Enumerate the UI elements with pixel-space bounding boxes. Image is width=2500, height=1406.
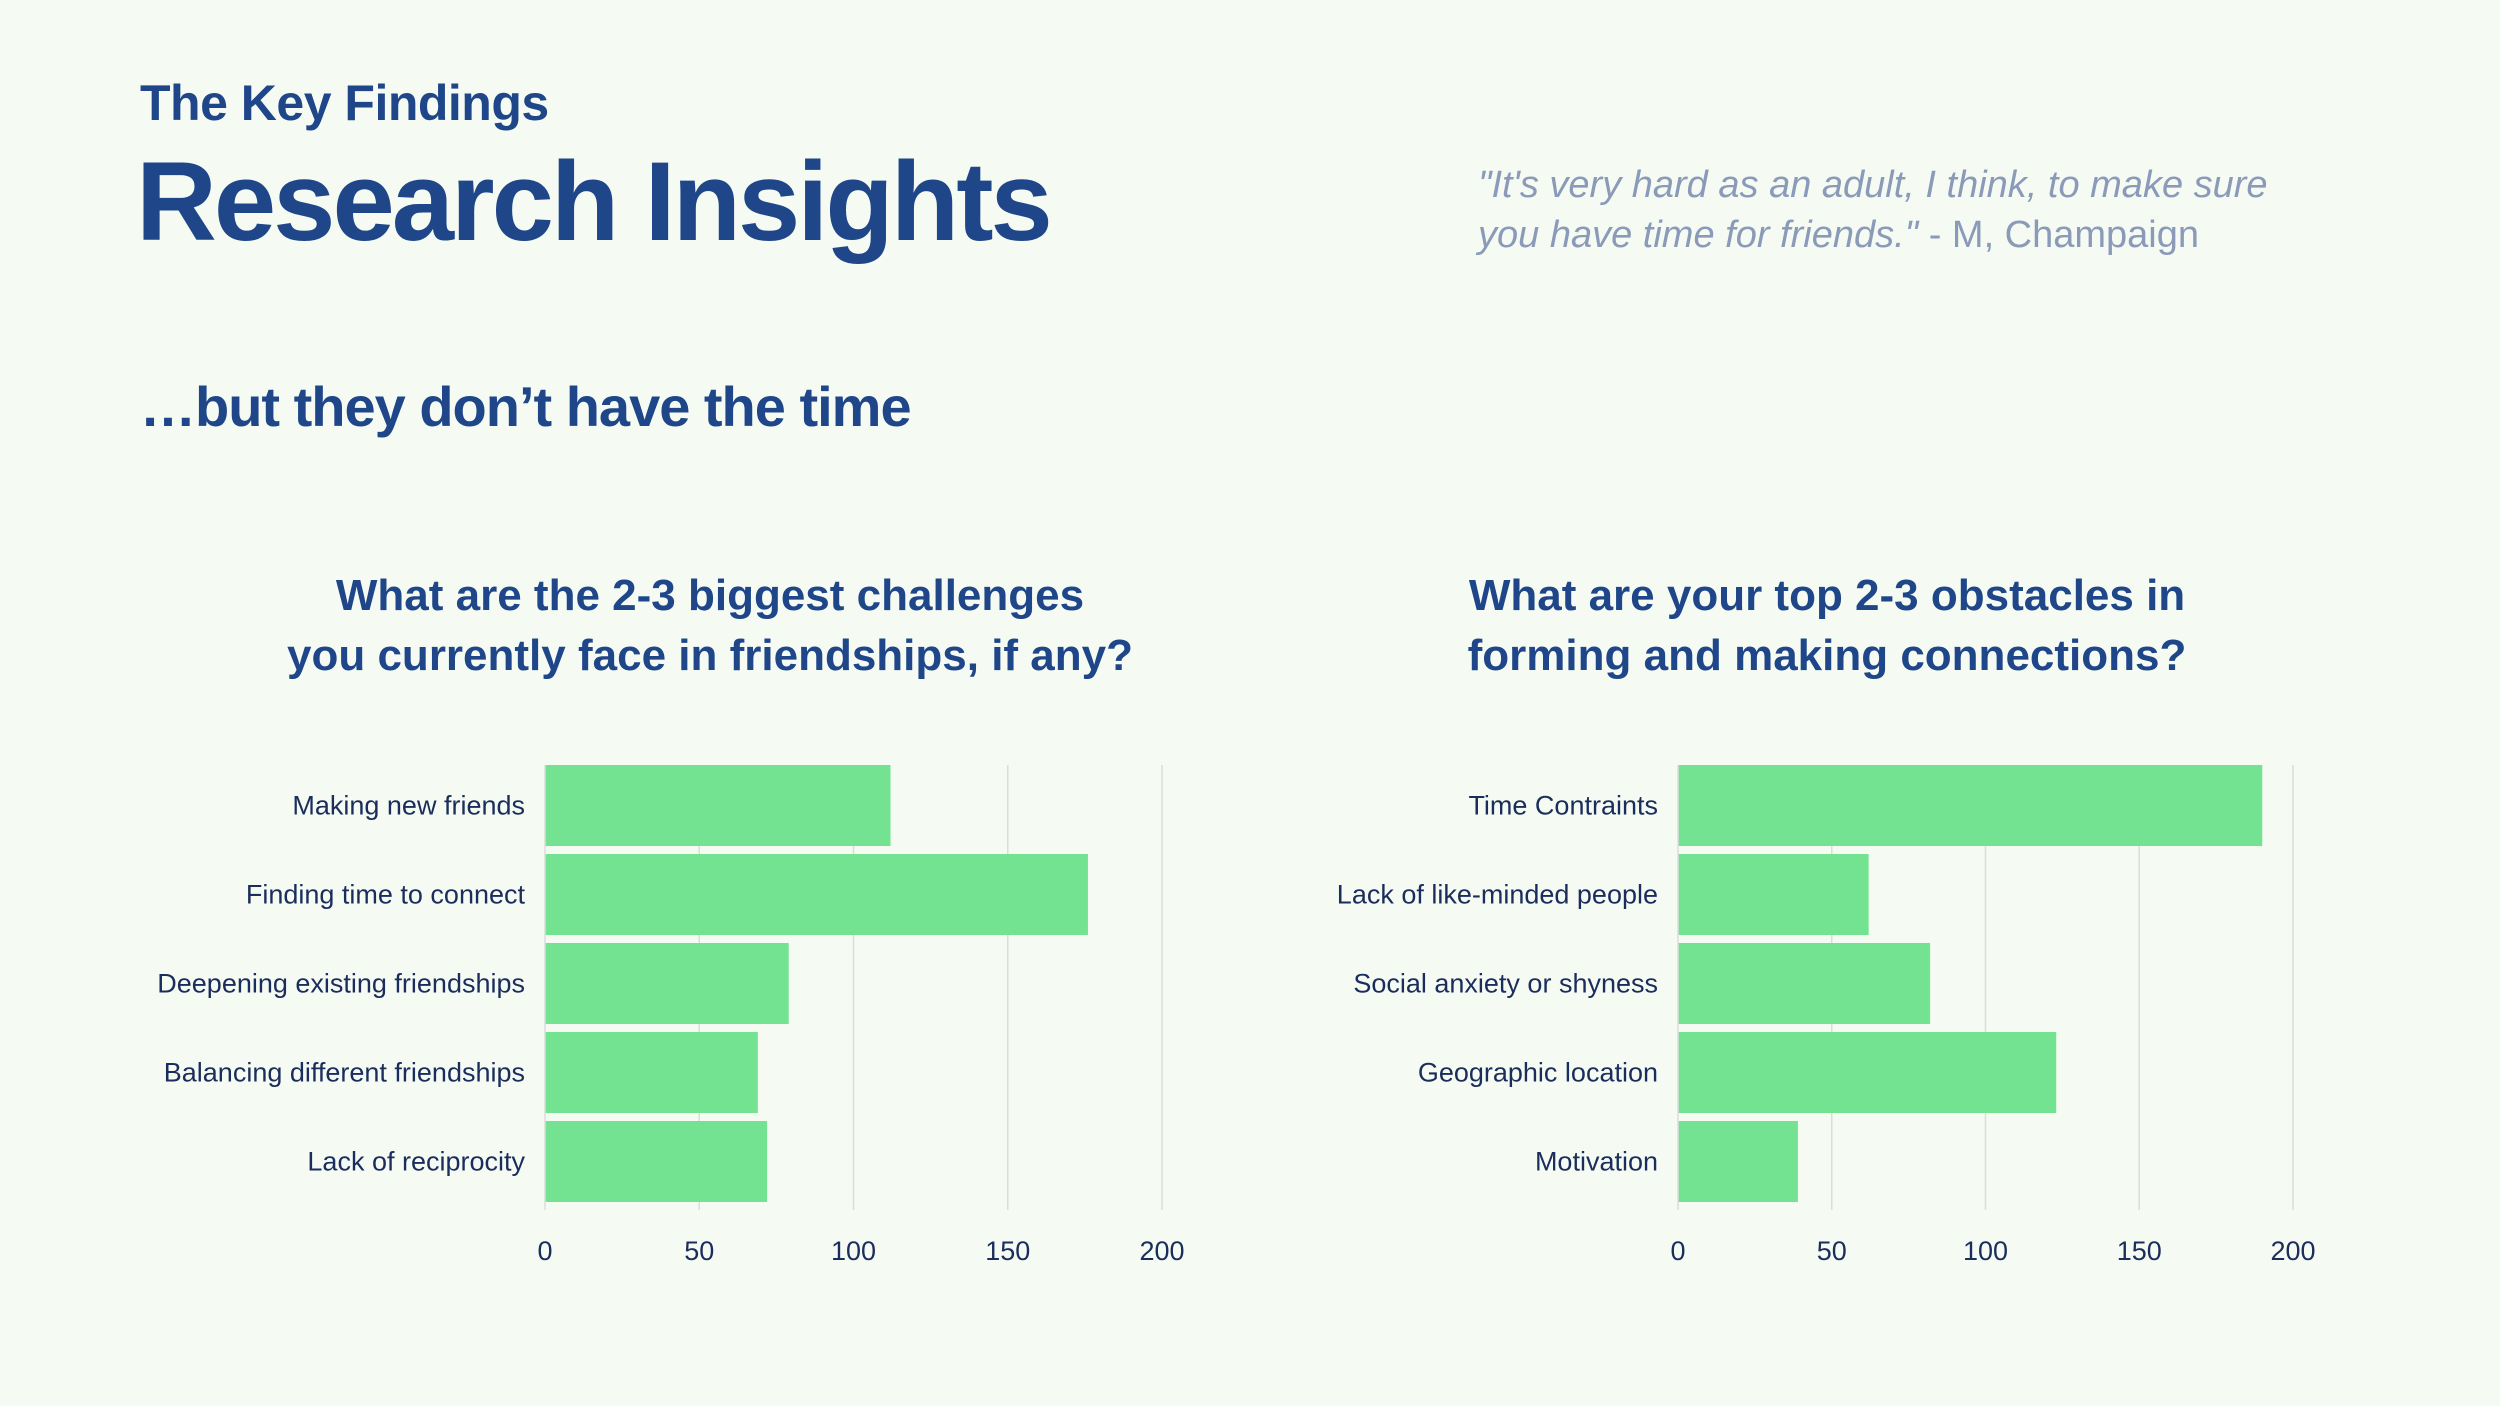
category-label-left-2: Finding time to connect <box>246 880 526 910</box>
bar-left-4 <box>545 1032 758 1113</box>
category-label-right-4: Geographic location <box>1418 1058 1658 1088</box>
chart-right-question-line2: forming and making connections? <box>1467 631 2187 680</box>
x-tick-label-0: 0 <box>1670 1236 1685 1266</box>
chart-right-question-line1: What are your top 2-3 obstacles in <box>1468 571 2186 620</box>
x-tick-label-100: 100 <box>1963 1236 2008 1266</box>
category-label-right-1: Time Contraints <box>1468 791 1658 821</box>
bar-left-1 <box>545 765 891 846</box>
bar-right-4 <box>1678 1032 2057 1113</box>
chart-left-question-line1: What are the 2-3 biggest challenges <box>335 571 1085 620</box>
eyebrow-heading: The Key Findings <box>140 75 549 131</box>
quote-attribution: - M, Champaign <box>1918 214 2200 256</box>
x-tick-label-50: 50 <box>1817 1236 1847 1266</box>
bar-right-5 <box>1678 1121 1798 1202</box>
page-title: Research Insights <box>136 139 1053 264</box>
quote-block: "It's very hard as an adult, I think, to… <box>1478 160 2378 260</box>
bar-right-3 <box>1678 943 1931 1024</box>
category-label-left-5: Lack of reciprocity <box>307 1147 525 1177</box>
chart-left-question: What are the 2-3 biggest challenges you … <box>210 566 1210 686</box>
bar-left-3 <box>545 943 789 1024</box>
category-label-right-2: Lack of like-minded people <box>1337 880 1658 910</box>
x-tick-label-150: 150 <box>2117 1236 2162 1266</box>
x-tick-label-50: 50 <box>684 1236 714 1266</box>
quote-text-line1: "It's very hard as an adult, I think, to… <box>1478 164 2268 206</box>
bar-left-5 <box>545 1121 768 1202</box>
category-label-left-3: Deepening existing friendships <box>157 969 525 999</box>
chart-left: 0 50 100 150 200 Making new friends Finding ti… <box>157 765 1185 1266</box>
category-label-left-1: Making new friends <box>292 791 525 821</box>
category-label-left-4: Balancing different friendships <box>164 1058 525 1088</box>
category-label-right-5: Motivation <box>1535 1147 1658 1177</box>
chart-left-question-line2: you currently face in friendships, if an… <box>287 631 1133 680</box>
category-label-right-3: Social anxiety or shyness <box>1353 969 1658 999</box>
x-tick-label-0: 0 <box>537 1236 552 1266</box>
bar-left-2 <box>545 854 1088 935</box>
quote-text-line2: you have time for friends." <box>1478 214 1919 256</box>
x-tick-label-200: 200 <box>1139 1236 1184 1266</box>
x-tick-label-200: 200 <box>2270 1236 2315 1266</box>
chart-right: 0 50 100 150 200 Time Contraints Lack of like-… <box>1337 765 2316 1266</box>
bar-right-2 <box>1678 854 1869 935</box>
bar-right-1 <box>1678 765 2263 846</box>
x-tick-label-150: 150 <box>985 1236 1030 1266</box>
x-tick-label-100: 100 <box>831 1236 876 1266</box>
chart-right-question: What are your top 2-3 obstacles in formi… <box>1327 566 2327 686</box>
section-subtitle: …but they don’t have the time <box>140 375 912 438</box>
